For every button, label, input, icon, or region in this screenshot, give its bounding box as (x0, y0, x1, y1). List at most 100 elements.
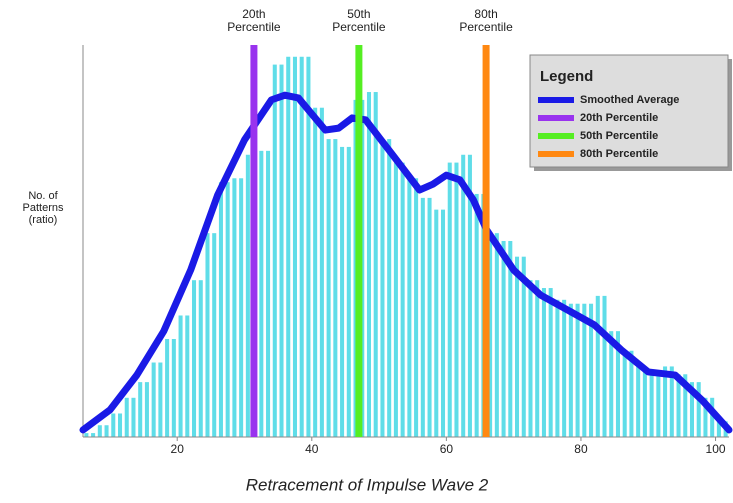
bar (178, 315, 183, 437)
bar (380, 139, 385, 437)
percentile-label: 80th (474, 7, 497, 21)
bar (158, 362, 163, 437)
legend: Legend Smoothed Average 20th Percentile 50t… (529, 54, 732, 171)
bar (165, 339, 170, 437)
bar (292, 56, 297, 437)
bar (508, 241, 513, 437)
bar (676, 374, 681, 437)
bar (622, 350, 627, 437)
bar (333, 139, 338, 437)
legend-label: 80th Percentile (580, 148, 658, 160)
bar (615, 331, 620, 437)
bar (245, 154, 250, 437)
bar (185, 315, 190, 437)
percentile-label: Percentile (332, 20, 386, 34)
bar (212, 233, 217, 437)
bar (104, 425, 109, 437)
smoothed-line (79, 91, 733, 434)
bar (629, 350, 634, 437)
bar (467, 154, 472, 437)
bar (407, 178, 412, 437)
bar (124, 397, 129, 437)
bar (494, 233, 499, 437)
bar (548, 288, 553, 437)
bar (696, 382, 701, 437)
bar (138, 382, 143, 437)
bar (319, 107, 324, 437)
bar (555, 299, 560, 437)
bar (602, 295, 607, 437)
bar (346, 146, 351, 438)
bar (474, 193, 479, 437)
bar (259, 150, 264, 437)
bar (656, 370, 661, 437)
bar (595, 295, 600, 437)
percentile-label: 50th (347, 7, 370, 21)
bar (663, 366, 668, 437)
bar (232, 178, 237, 437)
legend-box (529, 54, 729, 168)
bar (488, 233, 493, 437)
bar (447, 162, 452, 437)
x-tick-label: 100 (706, 442, 726, 456)
bar (400, 162, 405, 437)
y-axis-label: No. of (28, 190, 58, 202)
bar (225, 182, 230, 437)
bar (609, 331, 614, 437)
bar (568, 303, 573, 437)
bar (97, 425, 102, 437)
bar (266, 150, 271, 437)
bar (434, 209, 439, 437)
percentile-label: Percentile (227, 20, 281, 34)
bar (151, 362, 156, 437)
bar (131, 397, 136, 437)
legend-label: 20th Percentile (580, 112, 658, 124)
bar (501, 241, 506, 437)
legend-label: 50th Percentile (580, 130, 658, 142)
bar (562, 299, 567, 437)
y-axis-label: Patterns (23, 202, 64, 214)
bar (703, 397, 708, 437)
bar (440, 209, 446, 437)
bar (636, 366, 641, 437)
bar (387, 139, 392, 437)
bar (710, 397, 715, 437)
bar (541, 288, 546, 437)
bar (373, 92, 378, 437)
bar (521, 256, 526, 437)
bar (366, 92, 372, 437)
bar (528, 280, 533, 437)
bar (299, 56, 304, 437)
bar (689, 382, 695, 437)
bar (582, 303, 587, 437)
bar (326, 139, 331, 437)
bar (84, 433, 89, 437)
bar (414, 178, 419, 437)
bar (91, 433, 96, 437)
bar (515, 256, 520, 437)
bar (306, 56, 311, 437)
bar (239, 178, 244, 437)
x-tick-label: 80 (574, 442, 588, 456)
x-tick-label: 60 (440, 442, 454, 456)
bar (117, 413, 123, 437)
x-tick-label: 40 (305, 442, 319, 456)
bar (461, 154, 466, 437)
bar (198, 280, 203, 437)
bar (218, 182, 223, 437)
bar (144, 382, 149, 437)
bar (313, 107, 318, 437)
legend-label: Smoothed Average (580, 94, 679, 106)
bar (535, 280, 540, 437)
bar (589, 303, 594, 437)
y-axis-label: (ratio) (29, 214, 58, 226)
bar (340, 146, 345, 438)
bar (205, 233, 210, 437)
bar (192, 280, 197, 437)
bar (279, 64, 284, 437)
x-tick-label: 20 (171, 442, 185, 456)
bar (669, 366, 674, 437)
bar (286, 56, 291, 437)
bar (642, 366, 647, 437)
